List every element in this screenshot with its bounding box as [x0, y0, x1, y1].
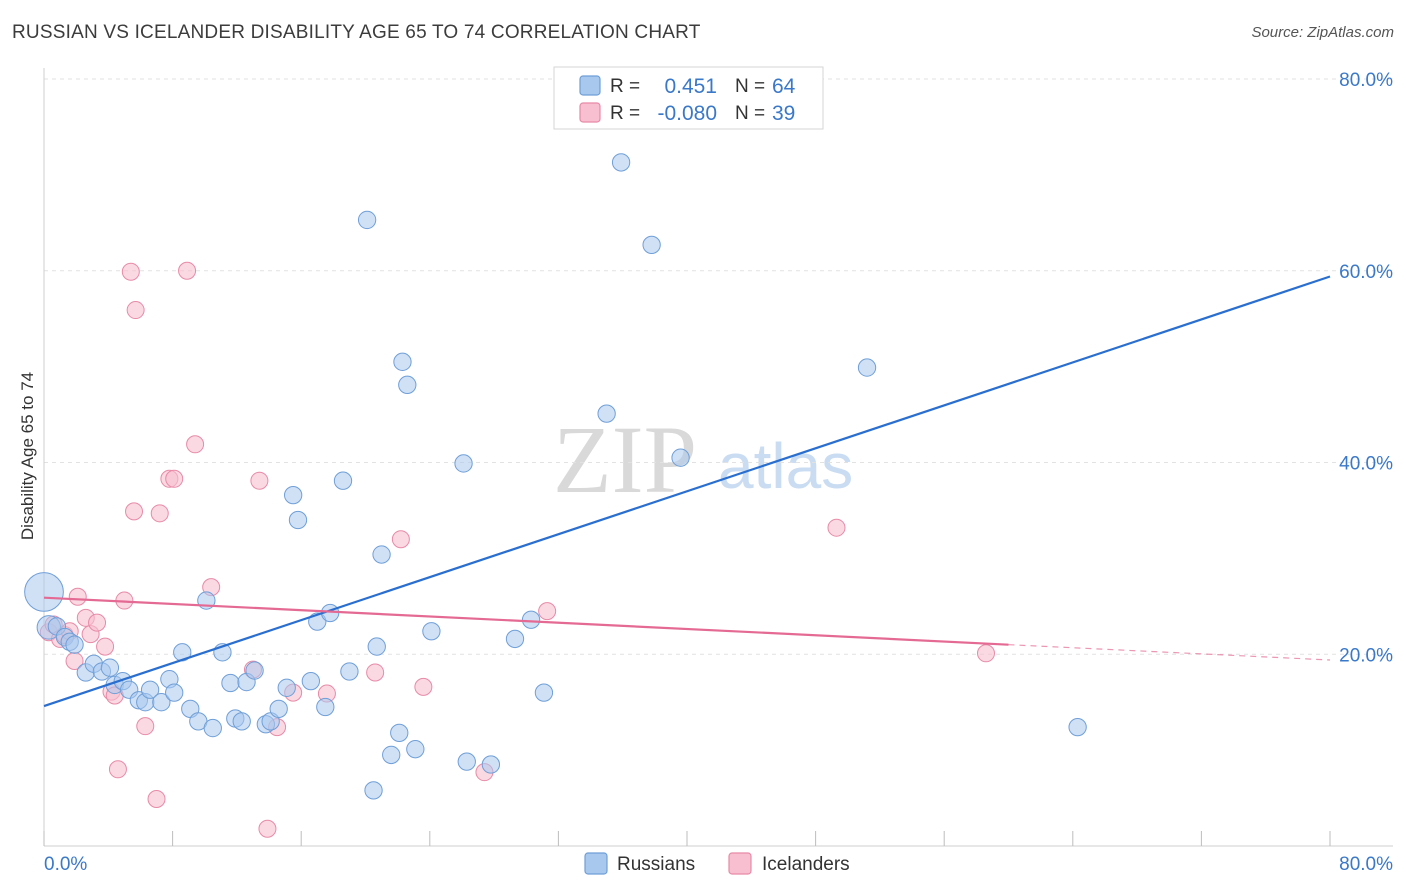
russians-point-45: [372, 545, 391, 564]
russians-point-62: [857, 358, 877, 377]
russians-point-55: [505, 629, 525, 649]
russians-point-63: [1068, 717, 1087, 737]
russians-point-59: [611, 153, 631, 172]
russians-point-29: [245, 661, 264, 680]
stats-swatch-russians: [579, 75, 601, 96]
russians-point-35: [288, 510, 308, 530]
axes: [43, 68, 1393, 847]
x-tick-label-min: 0.0%: [44, 854, 87, 875]
russians-point-18: [165, 683, 184, 702]
russians-point-56: [521, 610, 541, 629]
watermark-atlas: atlas: [718, 430, 853, 502]
stats-n-value-icelanders: 39: [772, 102, 795, 125]
russians-point-0: [24, 572, 64, 612]
stats-n-label-icelanders: N =: [735, 103, 765, 124]
icelanders-point-19: [147, 790, 166, 809]
legend-label-icelanders: Icelanders: [762, 854, 850, 875]
source-label: Source: ZipAtlas.com: [1251, 24, 1394, 41]
russians-point-42: [357, 210, 377, 230]
russians-point-48: [393, 352, 412, 371]
russians-point-50: [406, 740, 425, 759]
russians-point-53: [457, 752, 476, 771]
russians-point-54: [481, 755, 501, 774]
russians-point-23: [203, 718, 222, 738]
icelanders-point-16: [126, 301, 145, 320]
russians-point-32: [269, 699, 288, 719]
russians-point-34: [284, 485, 303, 505]
icelanders-point-18: [136, 717, 155, 736]
icelanders-point-22: [165, 469, 184, 488]
icelanders-point-15: [121, 262, 140, 281]
icelanders-point-33: [391, 530, 410, 549]
icelanders-point-9: [88, 613, 107, 632]
russians-point-38: [316, 697, 335, 717]
legend-swatch-russians: [584, 852, 608, 875]
legend-swatch-icelanders: [728, 852, 752, 875]
icelanders-point-32: [366, 663, 385, 682]
russians-point-52: [454, 454, 473, 473]
stats-r-value-russians: 0.451: [664, 75, 717, 98]
stats-n-value-russians: 64: [772, 75, 796, 98]
icelanders-point-27: [250, 471, 269, 490]
icelanders-point-10: [96, 637, 115, 656]
icelanders-points: [39, 261, 995, 838]
russians-point-43: [364, 781, 383, 800]
russians-point-36: [301, 671, 321, 691]
stats-swatch-icelanders: [579, 102, 601, 123]
icelanders-point-6: [68, 587, 87, 606]
russians-point-51: [422, 622, 441, 641]
chart-title: RUSSIAN VS ICELANDER DISABILITY AGE 65 T…: [12, 22, 701, 43]
russians-point-9: [100, 658, 120, 677]
russians-point-33: [277, 678, 296, 697]
russians-trend-line: [43, 275, 1331, 708]
y-axis-label: Disability Age 65 to 74: [18, 372, 37, 540]
russians-point-15: [140, 680, 160, 699]
legend-label-russians: Russians: [617, 854, 695, 875]
russians-point-49: [398, 375, 417, 394]
y-tick-labels: 20.0% 40.0% 60.0% 80.0%: [1339, 70, 1393, 666]
russians-point-57: [534, 683, 554, 702]
icelanders-point-36: [538, 602, 557, 621]
icelanders-point-23: [178, 261, 197, 280]
stats-box: R = 0.451 N = 64 R = -0.080 N = 39: [553, 66, 824, 130]
icelanders-point-34: [414, 677, 433, 696]
y-tick-label-80: 80.0%: [1339, 70, 1393, 91]
icelanders-point-13: [108, 760, 127, 779]
russians-point-44: [367, 637, 386, 656]
russians-point-25: [221, 673, 240, 693]
russians-point-46: [382, 745, 401, 765]
icelanders-point-17: [125, 502, 144, 521]
stats-r-label-icelanders: R =: [610, 103, 640, 124]
y-tick-label-60: 60.0%: [1339, 262, 1393, 283]
icelanders-point-20: [150, 504, 169, 523]
russians-point-47: [390, 723, 409, 743]
stats-r-value-icelanders: -0.080: [657, 102, 717, 125]
icelanders-point-38: [976, 644, 995, 663]
y-tick-label-20: 20.0%: [1339, 645, 1393, 666]
russians-point-60: [642, 235, 661, 255]
russians-point-41: [340, 662, 359, 681]
icelanders-point-24: [186, 435, 205, 454]
russians-point-40: [333, 471, 353, 490]
gridlines: [44, 78, 1393, 655]
russians-point-27: [232, 712, 251, 731]
legend: Russians Icelanders: [584, 852, 850, 875]
russians-point-61: [671, 448, 690, 467]
stats-n-label-russians: N =: [735, 76, 765, 97]
icelanders-trend-line: [43, 596, 1009, 646]
icelanders-trend-extension: [1008, 644, 1331, 661]
russians-point-58: [597, 404, 616, 423]
russians-point-16: [152, 693, 171, 712]
y-tick-label-40: 40.0%: [1339, 454, 1393, 475]
trend-lines: [43, 275, 1331, 708]
icelanders-point-37: [827, 518, 846, 537]
stats-r-label-russians: R =: [610, 76, 640, 97]
icelanders-point-28: [258, 819, 277, 838]
x-tick-label-max: 80.0%: [1339, 854, 1393, 875]
russians-point-5: [65, 635, 84, 654]
